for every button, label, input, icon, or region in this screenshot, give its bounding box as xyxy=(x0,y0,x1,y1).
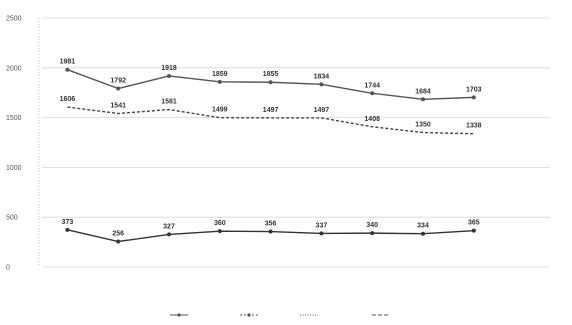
series-3-point xyxy=(268,229,273,234)
legend xyxy=(170,313,390,317)
series-1-point xyxy=(421,97,425,102)
y-tick-label: 500 xyxy=(6,215,18,222)
y-tick-label: 2500 xyxy=(6,16,22,23)
series-3-data-label: 340 xyxy=(366,222,378,229)
y-tick-label: 1000 xyxy=(6,165,22,172)
series-1-data-label: 1684 xyxy=(415,88,431,95)
series-1-point xyxy=(116,86,121,91)
series-2-line xyxy=(67,106,474,135)
series-2-data-label: 1541 xyxy=(110,103,126,110)
series-2-data-label: 1497 xyxy=(263,107,279,114)
series-3-data-label: 256 xyxy=(112,231,124,238)
series-2-data-label: 1497 xyxy=(314,107,330,114)
series-3-point xyxy=(65,227,70,232)
series-2-data-label: 1581 xyxy=(161,99,177,106)
series-1-data-label: 1918 xyxy=(161,65,177,72)
y-tick-label: 1500 xyxy=(6,115,22,122)
series-1-point xyxy=(65,67,70,72)
series-2-data-label: 1606 xyxy=(60,96,76,103)
series-1-data-label: 1859 xyxy=(212,71,228,78)
series-1-data-label: 1834 xyxy=(314,73,330,80)
series-3-data-label: 360 xyxy=(214,220,226,227)
series-3-point xyxy=(116,239,121,244)
series-2-data-label: 1338 xyxy=(466,123,482,130)
series-1-point xyxy=(319,82,324,87)
y-axis: 0 500 1000 1500 2000 2500 xyxy=(6,16,40,272)
series-3-point xyxy=(370,231,375,236)
y-tick-label: 2000 xyxy=(6,65,22,72)
series-1-point xyxy=(370,91,375,96)
series-3-data-label: 334 xyxy=(417,223,429,230)
series-1-point xyxy=(471,95,476,100)
legend-marker xyxy=(177,313,181,317)
series-2-data-label: 1499 xyxy=(212,107,228,114)
series-3-data-label: 373 xyxy=(62,219,74,226)
series-1-point xyxy=(268,80,273,85)
series-1-data-label: 1744 xyxy=(364,82,380,89)
series-1-data-label: 1855 xyxy=(263,71,279,78)
grid xyxy=(42,17,550,268)
series-3-point xyxy=(167,232,171,237)
series-3-data-label: 365 xyxy=(468,220,480,227)
series-1-data-label: 1703 xyxy=(466,86,482,93)
series-3-data-label: 337 xyxy=(316,222,328,229)
y-tick-label: 0 xyxy=(6,265,10,272)
series-1-data-label: 1792 xyxy=(110,78,126,85)
series-3-point xyxy=(471,228,476,233)
series-1-data-label: 1981 xyxy=(60,59,76,66)
legend-marker xyxy=(247,313,251,317)
series-3-data-label: 327 xyxy=(163,223,175,230)
series-3-point xyxy=(421,231,425,236)
series-1-point xyxy=(217,79,222,84)
series-3-data-label: 356 xyxy=(265,221,277,228)
series-2-data-label: 1350 xyxy=(415,122,431,129)
series-lines: 1981 1792 1918 1859 1855 1834 1744 1684 1703 1606… xyxy=(60,59,482,244)
series-1-point xyxy=(167,73,171,78)
series-3-point xyxy=(217,229,222,234)
series-3-point xyxy=(319,231,324,236)
series-2-data-label: 1408 xyxy=(364,116,380,123)
